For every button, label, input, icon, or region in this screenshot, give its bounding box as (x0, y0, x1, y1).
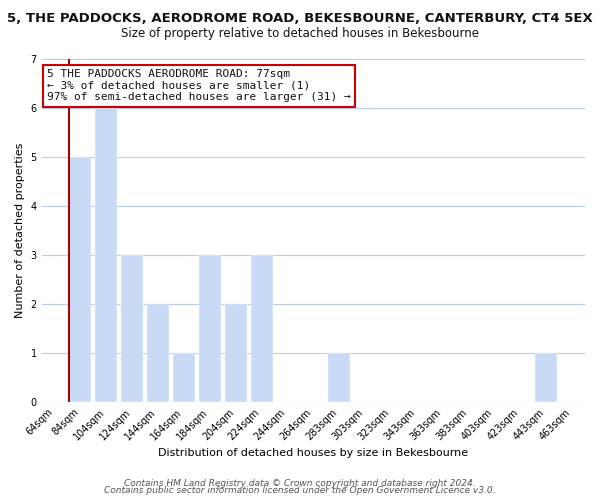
Text: 5, THE PADDOCKS, AERODROME ROAD, BEKESBOURNE, CANTERBURY, CT4 5EX: 5, THE PADDOCKS, AERODROME ROAD, BEKESBO… (7, 12, 593, 26)
Bar (70, 157, 91, 402)
Bar (173, 353, 195, 402)
Bar (121, 255, 143, 402)
Text: Contains HM Land Registry data © Crown copyright and database right 2024.: Contains HM Land Registry data © Crown c… (124, 478, 476, 488)
Bar (225, 304, 247, 402)
Bar (199, 255, 221, 402)
Bar (95, 108, 118, 402)
Bar (251, 255, 272, 402)
Text: Contains public sector information licensed under the Open Government Licence v3: Contains public sector information licen… (104, 486, 496, 495)
Text: Size of property relative to detached houses in Bekesbourne: Size of property relative to detached ho… (121, 28, 479, 40)
X-axis label: Distribution of detached houses by size in Bekesbourne: Distribution of detached houses by size … (158, 448, 469, 458)
Bar (328, 353, 350, 402)
Bar (535, 353, 557, 402)
Bar (147, 304, 169, 402)
Y-axis label: Number of detached properties: Number of detached properties (15, 143, 25, 318)
Text: 5 THE PADDOCKS AERODROME ROAD: 77sqm
← 3% of detached houses are smaller (1)
97%: 5 THE PADDOCKS AERODROME ROAD: 77sqm ← 3… (47, 70, 351, 102)
